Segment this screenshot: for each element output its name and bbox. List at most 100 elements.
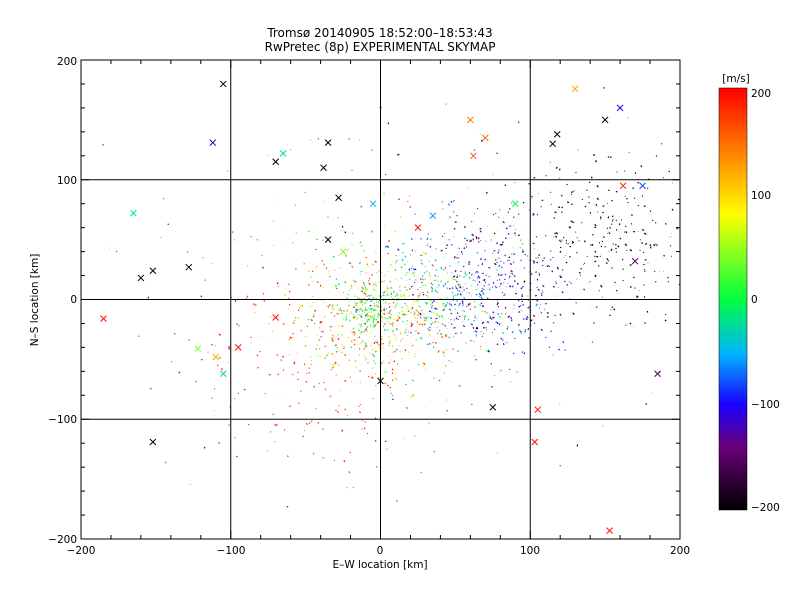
scatter-point: [615, 229, 618, 231]
scatter-point: [452, 348, 454, 351]
scatter-point: [364, 301, 367, 304]
scatter-point: [446, 301, 449, 304]
scatter-point: [407, 271, 409, 274]
scatter-point: [273, 423, 276, 426]
scatter-point: [383, 322, 386, 325]
scatter-point: [478, 281, 481, 284]
scatter-point: [521, 351, 524, 353]
scatter-cross-marker: [481, 134, 489, 142]
scatter-point: [377, 312, 380, 315]
scatter-point: [426, 296, 429, 299]
scatter-point: [501, 291, 504, 294]
scatter-point: [452, 327, 455, 330]
scatter-point: [344, 380, 347, 382]
scatter-point: [363, 297, 365, 300]
scatter-point: [322, 263, 326, 266]
scatter-point: [352, 317, 355, 320]
scatter-point: [561, 268, 564, 271]
scatter-point: [481, 287, 484, 290]
scatter-point: [607, 260, 609, 262]
scatter-point: [341, 429, 344, 432]
scatter-point: [496, 452, 498, 454]
scatter-point: [522, 303, 525, 306]
scatter-point: [488, 288, 491, 291]
scatter-point: [503, 281, 505, 284]
scatter-point: [434, 289, 437, 292]
scatter-point: [307, 230, 311, 233]
scatter-point: [399, 332, 402, 335]
scatter-point: [486, 321, 490, 323]
scatter-point: [501, 243, 503, 246]
scatter-point: [361, 286, 364, 289]
scatter-point: [592, 154, 596, 156]
scatter-point: [353, 343, 356, 346]
scatter-point: [367, 272, 369, 274]
scatter-point: [525, 317, 528, 321]
scatter-point: [439, 315, 441, 318]
scatter-point: [402, 251, 404, 254]
scatter-point: [502, 221, 505, 224]
scatter-point: [400, 266, 403, 269]
scatter-point: [663, 254, 665, 257]
scatter-point: [431, 290, 433, 293]
scatter-point: [386, 384, 389, 387]
scatter-point: [541, 199, 544, 202]
scatter-point: [555, 166, 558, 169]
scatter-point: [610, 309, 612, 311]
x-axis-label: E–W location [km]: [332, 559, 427, 571]
scatter-cross-marker: [531, 438, 539, 446]
scatter-point: [375, 339, 377, 341]
scatter-cross-marker: [100, 315, 107, 323]
scatter-point: [408, 268, 411, 271]
scatter-point: [489, 317, 492, 319]
scatter-point: [646, 310, 649, 313]
scatter-point: [589, 211, 592, 214]
scatter-point: [371, 274, 373, 276]
scatter-point: [282, 369, 285, 371]
scatter-point: [352, 331, 354, 334]
scatter-point: [317, 137, 320, 140]
scatter-point: [504, 273, 507, 276]
scatter-point: [359, 403, 362, 406]
scatter-point: [362, 281, 365, 285]
scatter-point: [586, 189, 588, 192]
scatter-point: [394, 336, 397, 339]
scatter-point: [360, 341, 363, 344]
scatter-point: [560, 276, 563, 279]
scatter-point: [259, 350, 261, 353]
scatter-point: [572, 312, 575, 315]
y-tick-label: 200: [57, 56, 77, 68]
scatter-point: [448, 238, 451, 241]
colorbar-unit-label: [m/s]: [722, 73, 749, 85]
scatter-point: [567, 201, 570, 204]
scatter-point: [650, 392, 653, 395]
scatter-point: [360, 244, 363, 247]
scatter-point: [594, 223, 597, 227]
scatter-point: [371, 376, 374, 379]
scatter-point: [454, 269, 457, 273]
scatter-point: [359, 370, 361, 372]
scatter-point: [481, 305, 484, 307]
scatter-point: [509, 262, 512, 266]
scatter-point: [664, 319, 667, 322]
scatter-point: [416, 317, 419, 320]
scatter-point: [493, 328, 496, 331]
scatter-cross-marker: [335, 194, 342, 202]
scatter-point: [625, 324, 627, 327]
scatter-point: [570, 191, 574, 194]
scatter-point: [519, 330, 522, 333]
scatter-point: [443, 305, 447, 309]
scatter-point: [435, 269, 438, 271]
scatter-point: [365, 357, 367, 360]
scatter-point: [436, 313, 439, 317]
scatter-point: [337, 216, 340, 219]
scatter-point: [442, 309, 445, 312]
scatter-point: [347, 248, 349, 252]
scatter-point: [321, 427, 325, 431]
scatter-point: [478, 295, 480, 298]
scatter-point: [385, 289, 388, 293]
scatter-point: [518, 329, 521, 332]
scatter-point: [337, 309, 339, 311]
scatter-point: [655, 155, 658, 157]
scatter-point: [502, 343, 505, 346]
